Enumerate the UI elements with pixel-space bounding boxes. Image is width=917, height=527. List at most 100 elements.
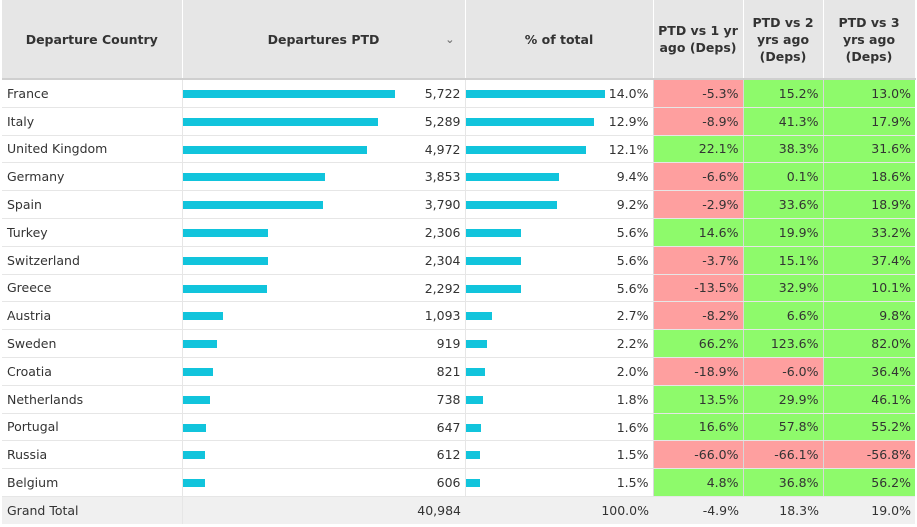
departures-cell: 1,093 <box>181 301 465 331</box>
vs3-change-cell: 56.2% <box>822 468 915 497</box>
vs3-change-cell: 10.1% <box>822 274 915 303</box>
table-row[interactable]: Italy 5,289 12.9% -8.9% 41.3% 17.9% <box>2 107 915 136</box>
vs3-change-cell: -56.8% <box>822 440 915 470</box>
vs1-change-cell: -8.9% <box>652 107 743 136</box>
departures-bar <box>182 228 268 237</box>
departures-value: 5,289 <box>424 113 461 129</box>
table-row[interactable]: Greece 2,292 5.6% -13.5% 32.9% 10.1% <box>2 274 915 303</box>
country-cell: Greece <box>2 274 182 303</box>
table-row[interactable]: Austria 1,093 2.7% -8.2% 6.6% 9.8% <box>2 301 915 331</box>
header-vs-1-yr[interactable]: PTD vs 1 yr ago (Deps) <box>653 0 744 80</box>
share-cell: 5.6% <box>464 274 653 303</box>
vs1-change-cell: -13.5% <box>652 274 743 303</box>
departures-value: 738 <box>436 391 461 407</box>
vs3-change-cell: 17.9% <box>822 107 915 136</box>
departures-cell: 821 <box>181 357 465 386</box>
departures-bar <box>182 367 213 376</box>
departures-value: 919 <box>436 336 461 352</box>
departures-bar <box>182 173 326 182</box>
table-row[interactable]: Spain 3,790 9.2% -2.9% 33.6% 18.9% <box>2 190 915 219</box>
share-bar <box>465 395 484 404</box>
share-value: 5.6% <box>616 280 649 296</box>
country-cell: France <box>2 79 182 108</box>
vs2-change-cell: -66.1% <box>742 440 823 470</box>
country-cell: Germany <box>2 162 182 192</box>
header-departures-ptd[interactable]: Departures PTD ⌄ <box>182 0 466 80</box>
share-value: 1.5% <box>616 475 649 491</box>
share-bar <box>465 117 594 126</box>
vs1-change-cell: 22.1% <box>652 135 743 164</box>
departures-value: 3,790 <box>424 197 461 213</box>
table-row[interactable]: Switzerland 2,304 5.6% -3.7% 15.1% 37.4% <box>2 246 915 275</box>
departures-cell: 4,972 <box>181 135 465 164</box>
header-vs-2-yrs[interactable]: PTD vs 2 yrs ago (Deps) <box>743 0 824 80</box>
country-cell: Portugal <box>2 413 182 442</box>
share-value: 2.0% <box>616 363 649 379</box>
country-cell: Croatia <box>2 357 182 386</box>
departures-cell: 606 <box>181 468 465 497</box>
table-row[interactable]: Sweden 919 2.2% 66.2% 123.6% 82.0% <box>2 329 915 358</box>
grand-total-share: 100.0% <box>465 496 653 524</box>
share-cell: 2.7% <box>464 301 653 331</box>
departures-bar <box>182 479 205 488</box>
table-row[interactable]: Croatia 821 2.0% -18.9% -6.0% 36.4% <box>2 357 915 386</box>
vs2-change-cell: 38.3% <box>742 135 823 164</box>
header-percent-of-total[interactable]: % of total <box>465 0 654 80</box>
departures-bar <box>182 395 210 404</box>
table-row[interactable]: Portugal 647 1.6% 16.6% 57.8% 55.2% <box>2 413 915 442</box>
departures-bar <box>182 117 379 126</box>
table-row[interactable]: United Kingdom 4,972 12.1% 22.1% 38.3% 31.6% <box>2 135 915 164</box>
table-row[interactable]: Netherlands 738 1.8% 13.5% 29.9% 46.1% <box>2 385 915 414</box>
vs3-change-cell: 18.9% <box>822 190 915 219</box>
departures-bar <box>182 201 323 210</box>
vs2-change-cell: 29.9% <box>742 385 823 414</box>
share-cell: 2.0% <box>464 357 653 386</box>
vs1-change-cell: -8.2% <box>652 301 743 331</box>
country-cell: Austria <box>2 301 182 331</box>
vs3-change-cell: 55.2% <box>822 413 915 442</box>
vs1-change-cell: 66.2% <box>652 329 743 358</box>
header-vs-3-yrs[interactable]: PTD vs 3 yrs ago (Deps) <box>823 0 916 80</box>
departures-cell: 5,289 <box>181 107 465 136</box>
vs1-change-cell: 14.6% <box>652 218 743 247</box>
vs2-change-cell: 123.6% <box>742 329 823 358</box>
country-cell: Netherlands <box>2 385 182 414</box>
vs1-change-cell: -66.0% <box>652 440 743 470</box>
departures-cell: 647 <box>181 413 465 442</box>
country-cell: Turkey <box>2 218 182 247</box>
vs3-change-cell: 33.2% <box>822 218 915 247</box>
departures-bar <box>182 90 395 98</box>
vs3-change-cell: 18.6% <box>822 162 915 192</box>
vs2-change-cell: 57.8% <box>742 413 823 442</box>
table-row[interactable]: France 5,722 14.0% -5.3% 15.2% 13.0% <box>2 79 915 108</box>
departures-cell: 2,292 <box>181 274 465 303</box>
table-row[interactable]: Germany 3,853 9.4% -6.6% 0.1% 18.6% <box>2 162 915 192</box>
vs1-change-cell: 4.8% <box>652 468 743 497</box>
share-bar <box>465 145 586 154</box>
table-row[interactable]: Russia 612 1.5% -66.0% -66.1% -56.8% <box>2 440 915 470</box>
table-body: France 5,722 14.0% -5.3% 15.2% 13.0% Italy 5,28… <box>2 79 915 524</box>
vs1-change-cell: -18.9% <box>652 357 743 386</box>
share-cell: 5.6% <box>464 246 653 275</box>
country-cell: United Kingdom <box>2 135 182 164</box>
vs3-change-cell: 36.4% <box>822 357 915 386</box>
table-row[interactable]: Turkey 2,306 5.6% 14.6% 19.9% 33.2% <box>2 218 915 247</box>
table-row[interactable]: Belgium 606 1.5% 4.8% 36.8% 56.2% <box>2 468 915 497</box>
share-cell: 9.2% <box>464 190 653 219</box>
share-cell: 12.9% <box>464 107 653 136</box>
grand-total-vs1: -4.9% <box>653 496 743 524</box>
departures-value: 1,093 <box>424 308 461 324</box>
departures-value: 647 <box>436 419 461 435</box>
country-cell: Spain <box>2 190 182 219</box>
departures-bar <box>182 145 367 154</box>
vs1-change-cell: -2.9% <box>652 190 743 219</box>
share-value: 9.2% <box>616 197 649 213</box>
vs2-change-cell: 19.9% <box>742 218 823 247</box>
chevron-down-icon[interactable]: ⌄ <box>445 33 455 46</box>
departures-value: 4,972 <box>424 141 461 157</box>
country-cell: Italy <box>2 107 182 136</box>
share-value: 12.1% <box>608 141 649 157</box>
country-cell: Belgium <box>2 468 182 497</box>
share-bar <box>465 451 481 460</box>
header-departure-country[interactable]: Departure Country <box>2 0 183 80</box>
